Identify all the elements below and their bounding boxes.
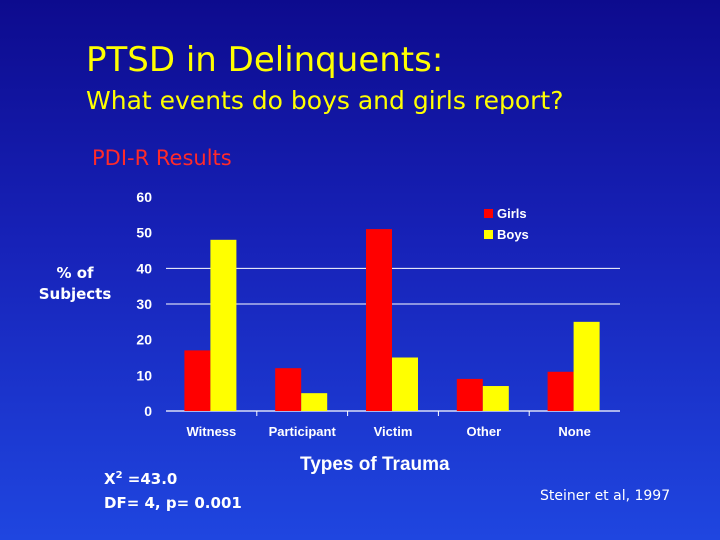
x-tick-label: Witness bbox=[187, 424, 237, 439]
bar-girls-none bbox=[547, 371, 574, 411]
y-tick-label: 60 bbox=[136, 189, 152, 205]
chi-square-line: X2 =43.0 bbox=[104, 464, 242, 491]
x-axis-title: Types of Trauma bbox=[300, 454, 450, 475]
x-tick-label: Other bbox=[466, 424, 501, 439]
legend-label-girls: Girls bbox=[497, 206, 527, 221]
y-axis-label-line2: Subjects bbox=[38, 285, 112, 303]
y-tick-label: 30 bbox=[136, 296, 152, 312]
legend-swatch-boys bbox=[484, 230, 493, 239]
y-axis-label: % of Subjects bbox=[30, 263, 120, 305]
y-tick-label: 50 bbox=[136, 225, 152, 241]
legend-label-boys: Boys bbox=[497, 227, 529, 242]
x-tick-label: None bbox=[558, 424, 591, 439]
x-tick-label: Victim bbox=[374, 424, 413, 439]
section-label: PDI-R Results bbox=[92, 146, 232, 170]
x-tick-label: Participant bbox=[269, 424, 337, 439]
slide-title: PTSD in Delinquents: bbox=[86, 40, 444, 80]
bar-boys-participant bbox=[301, 393, 328, 411]
bar-boys-victim bbox=[392, 357, 418, 411]
y-tick-label: 20 bbox=[136, 332, 152, 348]
y-tick-label: 40 bbox=[136, 260, 152, 276]
axes bbox=[166, 410, 620, 416]
bar-girls-participant bbox=[275, 368, 302, 411]
bar-girls-other bbox=[456, 378, 483, 411]
legend: Girls Boys bbox=[484, 206, 529, 242]
bar-boys-witness bbox=[210, 239, 237, 411]
y-axis-label-line1: % of bbox=[56, 264, 94, 282]
chi-symbol: X bbox=[104, 470, 116, 488]
chi-value: =43.0 bbox=[122, 470, 178, 488]
y-tick-label: 10 bbox=[136, 367, 152, 383]
bar-boys-other bbox=[482, 386, 509, 411]
bar-girls-victim bbox=[366, 229, 392, 411]
bar-boys-none bbox=[573, 321, 600, 411]
y-tick-label: 0 bbox=[144, 403, 152, 419]
gridlines bbox=[166, 267, 620, 305]
slide-subtitle: What events do boys and girls report? bbox=[86, 86, 564, 115]
df-p-line: DF= 4, p= 0.001 bbox=[104, 494, 242, 512]
legend-swatch-girls bbox=[484, 209, 493, 218]
citation: Steiner et al, 1997 bbox=[540, 488, 671, 504]
chi-square-stats: X2 =43.0 DF= 4, p= 0.001 bbox=[104, 464, 242, 515]
chi-superscript: 2 bbox=[115, 470, 123, 481]
bar-girls-witness bbox=[184, 350, 211, 411]
tick-labels: 0 10 20 30 40 50 60 Witness Participant Victim Oth… bbox=[136, 189, 590, 439]
bars bbox=[184, 229, 600, 411]
